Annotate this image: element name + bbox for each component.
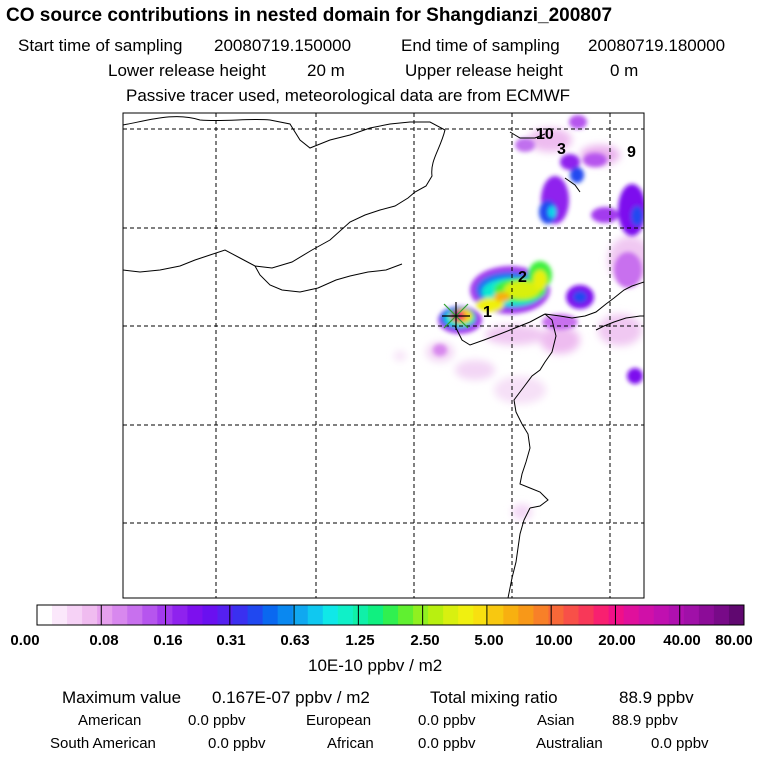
colorbar-tick: 80.00 bbox=[715, 632, 753, 649]
colorbar-unit: 10E-10 ppbv / m2 bbox=[308, 656, 443, 675]
colorbar-swatch bbox=[578, 605, 595, 625]
source-label-10: 10 bbox=[536, 126, 554, 143]
colorbar-swatch bbox=[337, 605, 354, 625]
region-name: African bbox=[327, 735, 374, 752]
source-label-1: 1 bbox=[483, 304, 492, 321]
colorbar-tick: 0.63 bbox=[280, 632, 310, 649]
colorbar bbox=[36, 605, 745, 625]
upper-release-value: 0 m bbox=[610, 61, 639, 80]
colorbar-swatch bbox=[698, 605, 715, 625]
colorbar-swatch bbox=[533, 605, 549, 625]
colorbar-swatch bbox=[488, 605, 504, 625]
region-name: American bbox=[78, 712, 142, 729]
colorbar-swatch bbox=[548, 605, 564, 625]
region-value: 0.0 ppbv bbox=[418, 735, 476, 752]
colorbar-swatch bbox=[443, 605, 459, 625]
colorbar-tick: 10.00 bbox=[535, 632, 573, 649]
colorbar-swatch bbox=[413, 605, 429, 625]
map-frame bbox=[122, 112, 645, 599]
upper-release-label: Upper release height bbox=[405, 61, 563, 80]
colorbar-swatch bbox=[142, 605, 158, 625]
colorbar-swatch bbox=[127, 605, 143, 625]
colorbar-swatch bbox=[518, 605, 534, 625]
colorbar-swatch bbox=[683, 605, 700, 625]
colorbar-tick: 0.16 bbox=[153, 632, 183, 649]
colorbar-swatch bbox=[593, 605, 610, 625]
end-time-label: End time of sampling bbox=[401, 36, 560, 55]
lower-release-value: 20 m bbox=[307, 61, 345, 80]
tracer-note: Passive tracer used, meteorological data… bbox=[126, 86, 571, 105]
colorbar-swatch bbox=[653, 605, 670, 625]
source-label-3: 3 bbox=[557, 141, 566, 158]
colorbar-swatch bbox=[382, 605, 399, 625]
colorbar-swatch bbox=[473, 605, 489, 625]
colorbar-swatch bbox=[187, 605, 203, 625]
colorbar-swatch bbox=[668, 605, 685, 625]
max-value-label: Maximum value bbox=[62, 688, 182, 707]
colorbar-swatch bbox=[67, 605, 83, 625]
colorbar-swatch bbox=[97, 605, 113, 625]
colorbar-swatch bbox=[638, 605, 655, 625]
colorbar-tick: 0.08 bbox=[89, 632, 119, 649]
receptor-star-icon bbox=[442, 302, 470, 330]
colorbar-swatch bbox=[728, 605, 745, 625]
colorbar-swatch bbox=[713, 605, 730, 625]
total-mixing-value: 88.9 ppbv bbox=[619, 688, 694, 707]
colorbar-tick: 20.00 bbox=[598, 632, 636, 649]
source-label-9: 9 bbox=[627, 144, 636, 161]
region-value: 0.0 ppbv bbox=[188, 712, 246, 729]
start-time-value: 20080719.150000 bbox=[214, 36, 352, 55]
colorbar-swatch bbox=[217, 605, 234, 625]
colorbar-swatch bbox=[262, 605, 279, 625]
region-value: 88.9 ppbv bbox=[612, 712, 678, 729]
lat-lon-grid bbox=[123, 113, 644, 598]
start-time-label: Start time of sampling bbox=[18, 36, 183, 55]
region-name: Australian bbox=[536, 735, 603, 752]
max-value: 0.167E-07 ppbv / m2 bbox=[212, 688, 370, 707]
colorbar-swatch bbox=[112, 605, 128, 625]
colorbar-tick: 0.31 bbox=[216, 632, 246, 649]
region-value: 0.0 ppbv bbox=[418, 712, 476, 729]
map-content bbox=[123, 113, 644, 598]
colorbar-swatch bbox=[202, 605, 219, 625]
colorbar-swatch bbox=[458, 605, 474, 625]
colorbar-swatch bbox=[172, 605, 188, 625]
colorbar-swatch bbox=[398, 605, 414, 625]
chart-title: CO source contributions in nested domain… bbox=[6, 5, 613, 26]
colorbar-tick: 40.00 bbox=[663, 632, 701, 649]
colorbar-tick: 2.50 bbox=[410, 632, 440, 649]
colorbar-swatch bbox=[307, 605, 324, 625]
source-label-2: 2 bbox=[518, 269, 527, 286]
colorbar-swatch bbox=[277, 605, 294, 625]
colorbar-tick: 1.25 bbox=[345, 632, 375, 649]
colorbar-swatch bbox=[563, 605, 580, 625]
colorbar-swatch bbox=[52, 605, 68, 625]
colorbar-tick: 5.00 bbox=[474, 632, 504, 649]
colorbar-swatch bbox=[352, 605, 369, 625]
colorbar-swatch bbox=[232, 605, 249, 625]
colorbar-swatch bbox=[623, 605, 640, 625]
colorbar-swatch bbox=[608, 605, 625, 625]
colorbar-swatch bbox=[322, 605, 339, 625]
plume-haze bbox=[394, 128, 644, 520]
lower-release-label: Lower release height bbox=[108, 61, 266, 80]
region-value: 0.0 ppbv bbox=[208, 735, 266, 752]
total-mixing-label: Total mixing ratio bbox=[430, 688, 558, 707]
region-name: Asian bbox=[537, 712, 575, 729]
colorbar-swatch bbox=[82, 605, 98, 625]
colorbar-swatch bbox=[247, 605, 264, 625]
colorbar-swatch bbox=[367, 605, 384, 625]
colorbar-swatch bbox=[292, 605, 309, 625]
colorbar-swatch bbox=[503, 605, 519, 625]
coastline bbox=[123, 116, 644, 598]
end-time-value: 20080719.180000 bbox=[588, 36, 726, 55]
colorbar-swatch bbox=[37, 605, 53, 625]
colorbar-frame bbox=[36, 604, 745, 626]
region-value: 0.0 ppbv bbox=[651, 735, 709, 752]
region-name: European bbox=[306, 712, 372, 729]
colorbar-swatch bbox=[428, 605, 444, 625]
region-name: South American bbox=[50, 735, 156, 752]
colorbar-tick: 0.00 bbox=[10, 632, 40, 649]
